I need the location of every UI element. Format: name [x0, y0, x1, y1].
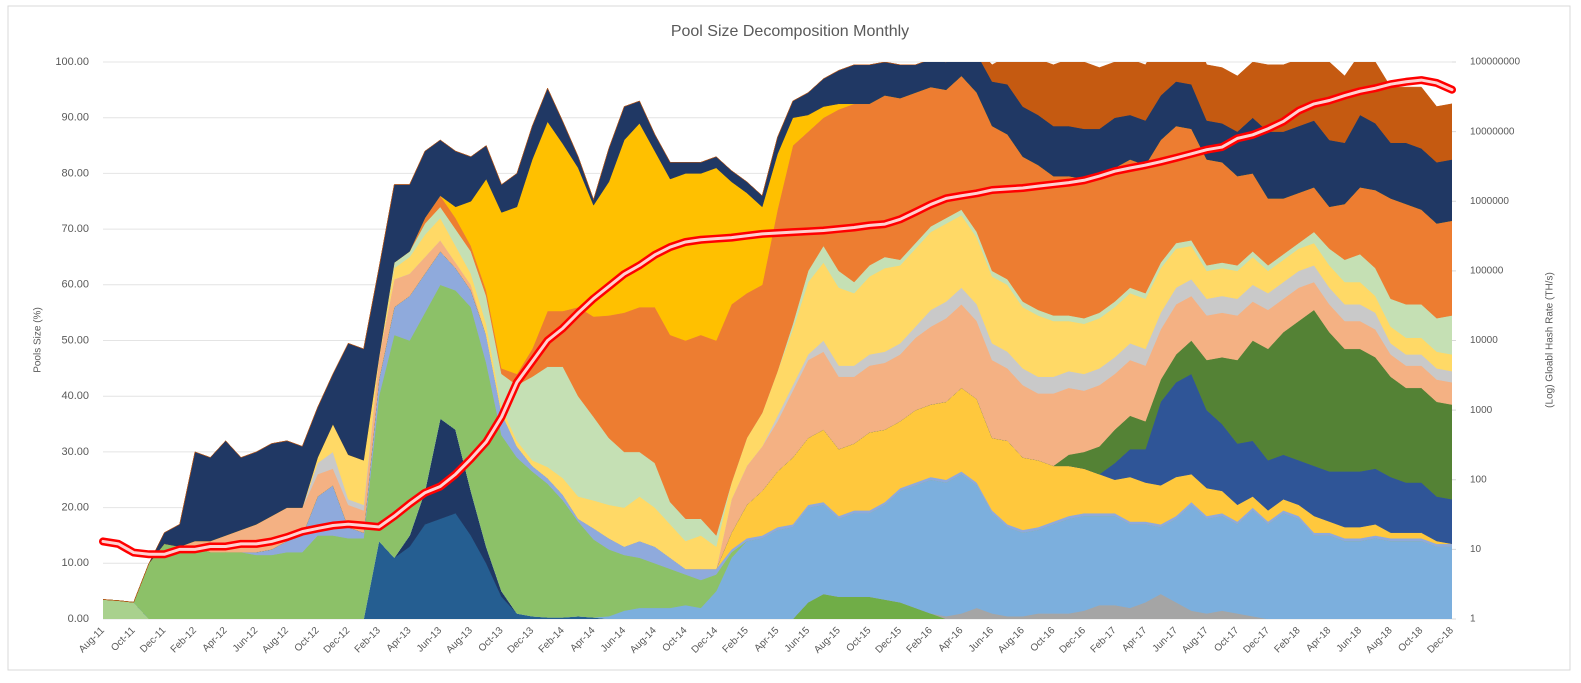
y2-tick-label: 1: [1470, 614, 1476, 625]
y2-tick-label: 100: [1470, 474, 1487, 485]
y2-axis-label: (Log) Gloabl Hash Rate (TH/s): [1545, 272, 1556, 408]
y-tick-label: 60.00: [61, 279, 89, 291]
y2-tick-label: 1000000: [1470, 196, 1509, 207]
y-tick-label: 90.00: [61, 112, 89, 124]
line-highlight: [101, 78, 1454, 556]
areas: [103, 62, 1452, 619]
y2-tick-label: 100000000: [1470, 57, 1520, 68]
y-tick-label: 10.00: [61, 557, 89, 569]
y-tick-label: 30.00: [61, 446, 89, 458]
y2-tick-label: 1000: [1470, 405, 1493, 416]
y-tick-label: 80.00: [61, 167, 89, 179]
y-axis-label: Pools Size (%): [33, 307, 44, 373]
y-tick-label: 40.00: [61, 390, 89, 402]
y-tick-label: 20.00: [61, 502, 89, 514]
y2-tick-label: 100000: [1470, 266, 1504, 277]
y2-tick-label: 10000: [1470, 335, 1498, 346]
y-tick-label: 70.00: [61, 223, 89, 235]
y-tick-label: 0.00: [68, 613, 89, 625]
y2-tick-label: 10: [1470, 544, 1482, 555]
lines: [99, 76, 1456, 559]
area: [103, 62, 1452, 603]
chart-title: Pool Size Decomposition Monthly: [671, 23, 909, 40]
y-tick-label: 100.00: [55, 56, 89, 68]
y-tick-label: 50.00: [61, 334, 89, 346]
y2-tick-label: 10000000: [1470, 126, 1515, 137]
